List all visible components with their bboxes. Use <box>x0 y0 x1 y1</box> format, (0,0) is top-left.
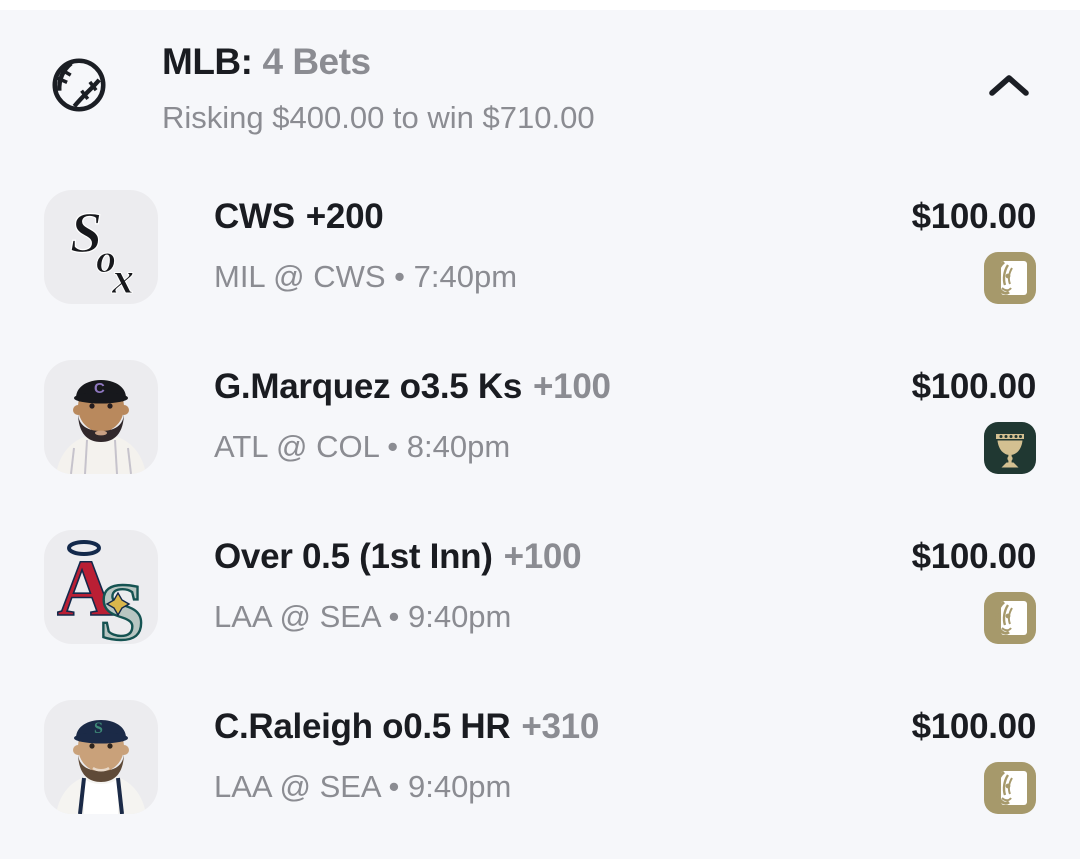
bet-odds: +100 <box>503 537 582 576</box>
chicago-white-sox-logo: S o x <box>44 190 158 304</box>
svg-text:A: A <box>57 545 115 633</box>
league-label: MLB: <box>162 41 253 82</box>
parlay-header: MLB: 4 Bets Risking $400.00 to win $710.0… <box>0 10 1080 136</box>
bet-game-info: MIL @ CWS • 7:40pm <box>214 259 518 294</box>
parlay-title: MLB: 4 Bets <box>162 40 982 84</box>
svg-text:o: o <box>96 236 116 281</box>
bet-game-info: LAA @ SEA • 9:40pm <box>214 769 512 804</box>
chevron-up-icon <box>986 75 1032 101</box>
betmgm-lion-icon <box>984 762 1036 814</box>
bet-row[interactable]: C G.Marquez o3.5 Ks +100 ATL @ COL • 8:40… <box>44 360 1036 474</box>
bet-amount: $100.00 <box>911 367 1037 406</box>
collapse-button[interactable] <box>982 68 1036 105</box>
betmgm-lion-icon <box>984 592 1036 644</box>
bet-amount: $100.00 <box>911 197 1037 236</box>
german-marquez-photo: C <box>44 360 158 474</box>
risk-win-summary: Risking $400.00 to win $710.00 <box>162 100 595 135</box>
bet-odds: +310 <box>521 707 599 746</box>
bet-game-info: ATL @ COL • 8:40pm <box>214 429 511 464</box>
bet-odds: +100 <box>533 367 611 406</box>
bet-selection: G.Marquez o3.5 Ks <box>214 367 523 406</box>
bet-title: CWS +200 <box>214 198 912 236</box>
angels-mariners-logos: A S <box>44 530 158 644</box>
top-divider <box>0 0 1080 10</box>
baseball-icon <box>50 56 108 114</box>
bet-selection: Over 0.5 (1st Inn) <box>214 537 493 576</box>
svg-text:S: S <box>94 720 103 737</box>
svg-text:C: C <box>94 380 105 397</box>
bet-list: S o x CWS +200 MIL @ CWS • 7:40pm $100.00 <box>0 190 1080 814</box>
bet-title: G.Marquez o3.5 Ks +100 <box>214 368 912 406</box>
betmgm-lion-icon <box>984 252 1036 304</box>
bet-selection: C.Raleigh o0.5 HR <box>214 707 511 746</box>
bet-selection: CWS <box>214 197 295 236</box>
bet-count-label: 4 Bets <box>262 41 371 82</box>
bet-amount: $100.00 <box>911 537 1037 576</box>
bet-row[interactable]: S o x CWS +200 MIL @ CWS • 7:40pm $100.00 <box>44 190 1036 304</box>
bet-amount: $100.00 <box>911 707 1037 746</box>
bet-odds: +200 <box>305 197 384 236</box>
svg-text:S: S <box>70 200 102 265</box>
bet-title: Over 0.5 (1st Inn) +100 <box>214 538 912 576</box>
bet-row[interactable]: S C.Raleigh o0.5 HR +310 LAA @ SEA • 9:40… <box>44 700 1036 814</box>
cal-raleigh-photo: S <box>44 700 158 814</box>
svg-text:x: x <box>111 254 134 303</box>
caesars-chalice-icon <box>984 422 1036 474</box>
bet-row[interactable]: A S Over 0.5 (1st Inn) +100 LAA @ SEA • 9… <box>44 530 1036 644</box>
bet-game-info: LAA @ SEA • 9:40pm <box>214 599 512 634</box>
bet-title: C.Raleigh o0.5 HR +310 <box>214 708 912 746</box>
